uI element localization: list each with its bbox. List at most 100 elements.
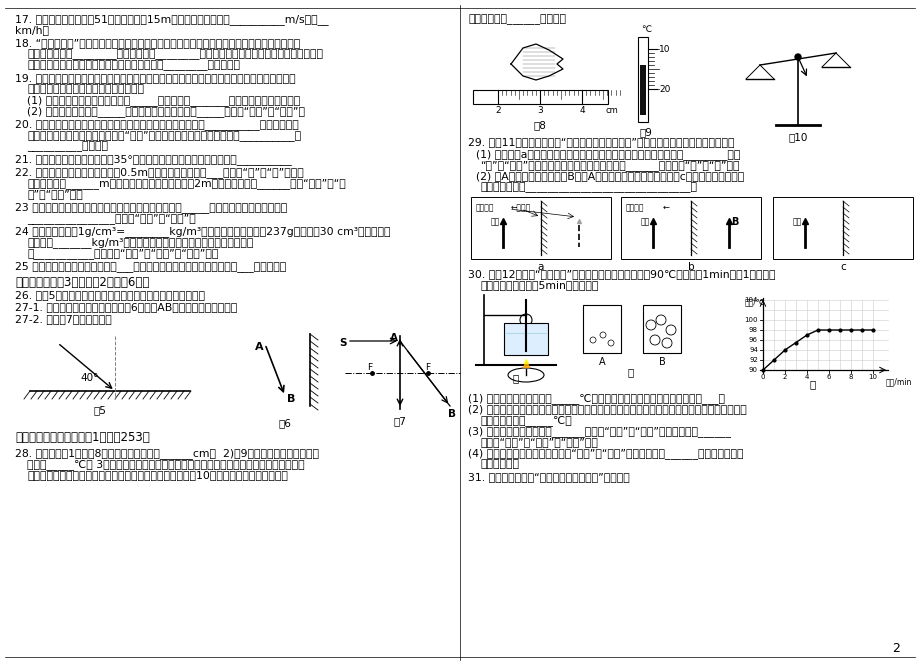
Text: 图8: 图8 — [533, 120, 546, 130]
Text: a: a — [538, 262, 544, 272]
Text: 0: 0 — [760, 374, 765, 380]
Text: 为了改变声音的________；琴声是通过________传播到现场观众耳中的，观众在听音乐时都: 为了改变声音的________；琴声是通过________传播到现场观众耳中的，… — [27, 49, 323, 60]
Text: B: B — [731, 217, 738, 227]
Text: 要把手机关机或把铃声调成振动，目的是为了在________减弱噪声。: 要把手机关机或把铃声调成振动，目的是为了在________减弱噪声。 — [27, 60, 240, 70]
Text: km/h。: km/h。 — [15, 25, 49, 35]
Bar — [642, 305, 680, 353]
Text: 8: 8 — [848, 374, 852, 380]
Text: 100: 100 — [743, 317, 757, 323]
Text: ℃: ℃ — [641, 25, 651, 34]
Text: 21. 一条光线与平面镜的夹角为35°，那么反射光线与入射光线的夹角为__________: 21. 一条光线与平面镜的夹角为35°，那么反射光线与入射光线的夹角为_____… — [15, 154, 291, 165]
Text: 3: 3 — [537, 106, 542, 115]
Text: 22. 小兰站在竖直放置的平面镜前0.5m处，她在镜中的像是___像（填“虚”或“实”）像到: 22. 小兰站在竖直放置的平面镜前0.5m处，她在镜中的像是___像（填“虚”或… — [15, 167, 303, 178]
Text: 26. 在图5中画出入射光线的反射光线，并标出入射角的大小。: 26. 在图5中画出入射光线的反射光线，并标出入射角的大小。 — [15, 290, 205, 300]
Text: B: B — [287, 394, 295, 404]
Text: 称）形成的。: 称）形成的。 — [480, 459, 518, 469]
Ellipse shape — [507, 368, 543, 382]
Text: 图5: 图5 — [94, 405, 107, 415]
Text: S: S — [338, 338, 346, 348]
Text: 的密度是_______kg/m³，若将这块金属切成两半，则其中一半的密度: 的密度是_______kg/m³，若将这块金属切成两半，则其中一半的密度 — [27, 237, 253, 248]
Text: 4: 4 — [804, 374, 809, 380]
Text: cm: cm — [606, 106, 618, 115]
Text: 四、实验与探究题（每癰1分，共253）: 四、实验与探究题（每癰1分，共253） — [15, 431, 150, 444]
Bar — [583, 305, 620, 353]
Text: 丙: 丙 — [809, 379, 815, 389]
Text: 28. 读数与调节1）如图8所示，物体的长度是______cm。  2)图9为温度计的一部分，它的: 28. 读数与调节1）如图8所示，物体的长度是______cm。 2)图9为温度… — [15, 448, 319, 459]
Text: 90: 90 — [748, 367, 757, 373]
Text: B: B — [448, 409, 456, 419]
Text: 时间/min: 时间/min — [885, 377, 912, 386]
Text: 30. 如图12是探究“水的沸腾”的实验装置。当水温上升到90℃时，每隔1min记录1次温度计: 30. 如图12是探究“水的沸腾”的实验装置。当水温上升到90℃时，每隔1min… — [468, 269, 775, 279]
Text: 图6: 图6 — [278, 418, 291, 428]
Text: 6: 6 — [826, 374, 831, 380]
Text: （选填“升高”或“不变”或“降低”）。: （选填“升高”或“不变”或“降低”）。 — [480, 437, 597, 447]
Bar — [620, 197, 760, 259]
Text: 图7: 图7 — [393, 416, 406, 426]
Text: 示数是_____℃。 3）小军在用天平测量物体的质量时，先将天平放在水平桌面上，然后将: 示数是_____℃。 3）小军在用天平测量物体的质量时，先将天平放在水平桌面上，… — [27, 459, 304, 470]
Text: (1) 图甲中温度计的示数为_____℃，图乙中，表示水在沸腾时的现象是其___图: (1) 图甲中温度计的示数为_____℃，图乙中，表示水在沸腾时的现象是其___… — [468, 393, 724, 404]
Text: 三、作图题（关3题，每题2分，计6分）: 三、作图题（关3题，每题2分，计6分） — [15, 276, 149, 289]
Text: 是___________（选填：“变大”、“不变”或“变小”）。: 是___________（选填：“变大”、“不变”或“变小”）。 — [27, 248, 218, 259]
Text: 25 体积相同的实心铁球和铝球，___球的质量大；质量相同的铁球和铝球___球的体积大: 25 体积相同的实心铁球和铝球，___球的质量大；质量相同的铁球和铝球___球的… — [15, 261, 286, 272]
Text: A: A — [598, 357, 605, 367]
Text: (1) 如果在图a中腊烛的像的位置上放一张白纸做屏幕，则白纸板上将________（填: (1) 如果在图a中腊烛的像的位置上放一张白纸做屏幕，则白纸板上将_______… — [475, 149, 740, 160]
Text: 92: 92 — [748, 357, 757, 363]
Text: 腊烛: 腊烛 — [792, 217, 801, 226]
Text: (4) 水沸腾时，杯口附近出现大量“白气”，“白气”是水蔯气遇冷______（填物态变化名: (4) 水沸腾时，杯口附近出现大量“白气”，“白气”是水蔯气遇冷______（填… — [468, 448, 743, 459]
Text: 游码移至标尺左侧的零刻度位置。他发现天平指针位置如图10所示，小军应该将横梁右端: 游码移至标尺左侧的零刻度位置。他发现天平指针位置如图10所示，小军应该将横梁右端 — [27, 470, 288, 480]
Text: (2) 把A腊烛同样大小的腊烛B放到A腊烛像的位置上，将会看到图c所示的现象，这说明: (2) 把A腊烛同样大小的腊烛B放到A腊烛像的位置上，将会看到图c所示的现象，这… — [475, 171, 743, 181]
Text: 31. 某实验小组进行“探究凸透镜成像规律”的实验：: 31. 某实验小组进行“探究凸透镜成像规律”的实验： — [468, 472, 630, 482]
Text: 腊烛的像: 腊烛的像 — [475, 203, 494, 212]
Text: (1) 云是空气中的水蔯气遇冷空气_____成小水滴或_______成小冰晶，此过程放热。: (1) 云是空气中的水蔯气遇冷空气_____成小水滴或_______成小冰晶，此… — [27, 95, 300, 106]
Bar — [772, 197, 912, 259]
Bar — [637, 37, 647, 122]
Text: ←: ← — [663, 203, 669, 212]
Bar — [471, 197, 610, 259]
Text: 镜面的距离是______m，当她向远离平面镜方向移动2m后，像的高度将______（填“变大”、“不: 镜面的距离是______m，当她向远离平面镜方向移动2m后，像的高度将_____… — [27, 178, 346, 189]
Text: (3) 水在沸腾过程中，需要______（选填“吸收”或“放出”）热量，温度______: (3) 水在沸腾过程中，需要______（选填“吸收”或“放出”）热量，温度__… — [468, 426, 731, 437]
Text: A: A — [255, 342, 264, 352]
Text: 19. 水是人类生存环境的重要组成部分，通过水的物态变化，地球上的水在不停地环。请将以下: 19. 水是人类生存环境的重要组成部分，通过水的物态变化，地球上的水在不停地环。… — [15, 73, 295, 83]
Text: ←玻璃板: ←玻璃板 — [510, 203, 530, 212]
Text: 图9: 图9 — [639, 127, 652, 137]
Text: 2: 2 — [494, 106, 500, 115]
Text: (2) 冰雹可以是小水滴_____或冰下落到地面，此过程_____（选填“吸热”或“放热”）: (2) 冰雹可以是小水滴_____或冰下落到地面，此过程_____（选填“吸热”… — [27, 106, 305, 117]
Text: 27-1. 根据平面镜成像特点，画出图6中物体AB在平面镜中所成的像。: 27-1. 根据平面镜成像特点，画出图6中物体AB在平面镜中所成的像。 — [15, 302, 237, 312]
Text: 24 在密度单位中，1g/cm³=________kg/m³，有一块金属，质量为237g，体积是30 cm³，这块金属: 24 在密度单位中，1g/cm³=________kg/m³，有一块金属，质量为… — [15, 226, 390, 237]
Text: 的示数，直到水沸腾5min后停止记录: 的示数，直到水沸腾5min后停止记录 — [480, 280, 597, 290]
Text: 腊烛的像: 腊烛的像 — [625, 203, 644, 212]
Bar — [640, 65, 645, 115]
Text: 的平衡螺母向______侧调节。: 的平衡螺母向______侧调节。 — [468, 14, 565, 25]
Text: 94: 94 — [748, 347, 757, 353]
Text: b: b — [686, 262, 694, 272]
Text: 17. 起重机将一筱货物在51内匀速提升了15m，货物的速度大小为__________m/s，合__: 17. 起重机将一筱货物在51内匀速提升了15m，货物的速度大小为_______… — [15, 14, 328, 25]
Text: 98: 98 — [748, 327, 757, 333]
Text: (2) 根据实验数据，作出了水的温度随时间变化的图象，如图丙所示，有图象可知，在当时条件: (2) 根据实验数据，作出了水的温度随时间变化的图象，如图丙所示，有图象可知，在… — [468, 404, 746, 414]
Text: 自然界中发生的物态变化过程补充完整。: 自然界中发生的物态变化过程补充完整。 — [27, 84, 144, 94]
Text: ________________（选填“实像”或“虚像”）: ________________（选填“实像”或“虚像”） — [27, 213, 196, 224]
Bar — [472, 90, 607, 104]
Bar — [504, 323, 548, 355]
Text: 下，水的沸点是_____℃。: 下，水的沸点是_____℃。 — [480, 415, 571, 426]
Text: “有”或“没有”）腊烛的像，这说明平面镜成的是______像（选填“实”或“虚”）。: “有”或“没有”）腊烛的像，这说明平面镜成的是______像（选填“实”或“虚”… — [480, 160, 739, 171]
Text: F: F — [367, 363, 371, 372]
Text: A: A — [390, 333, 398, 343]
Text: 2: 2 — [891, 642, 899, 655]
Text: 平面镜成像时：______________________________。: 平面镜成像时：______________________________。 — [480, 182, 697, 193]
Text: 温度/℃: 温度/℃ — [744, 297, 765, 306]
Text: 乙: 乙 — [627, 367, 633, 377]
Text: 27-2. 完成图7所示的光路图: 27-2. 完成图7所示的光路图 — [15, 314, 111, 324]
Text: c: c — [839, 262, 845, 272]
Text: F: F — [425, 363, 430, 372]
Text: B: B — [658, 357, 664, 367]
Text: 96: 96 — [748, 337, 757, 343]
Text: 40°: 40° — [80, 373, 98, 383]
Text: 10: 10 — [658, 45, 670, 53]
Text: __________来解释。: __________来解释。 — [27, 141, 108, 152]
Text: 10: 10 — [868, 374, 877, 380]
Text: 2: 2 — [782, 374, 787, 380]
Text: 23 一款具有摄像功能的手机，摄像机的镜头相当于一个_____透镜，通过镜头所成的像是: 23 一款具有摄像功能的手机，摄像机的镜头相当于一个_____透镜，通过镜头所成… — [15, 202, 287, 213]
Text: 活中，会看见岸边的树木在水中的“倒影”和水中的鹅卵石，这可以分别用__________和: 活中，会看见岸边的树木在水中的“倒影”和水中的鹅卵石，这可以分别用_______… — [27, 130, 301, 141]
Text: 20. 在晚会上，节目《远鉴》中的手影表演很精彩，手影可以用__________来解释，在生: 20. 在晚会上，节目《远鉴》中的手影表演很精彩，手影可以用__________… — [15, 119, 299, 130]
Text: 图10: 图10 — [788, 132, 807, 142]
